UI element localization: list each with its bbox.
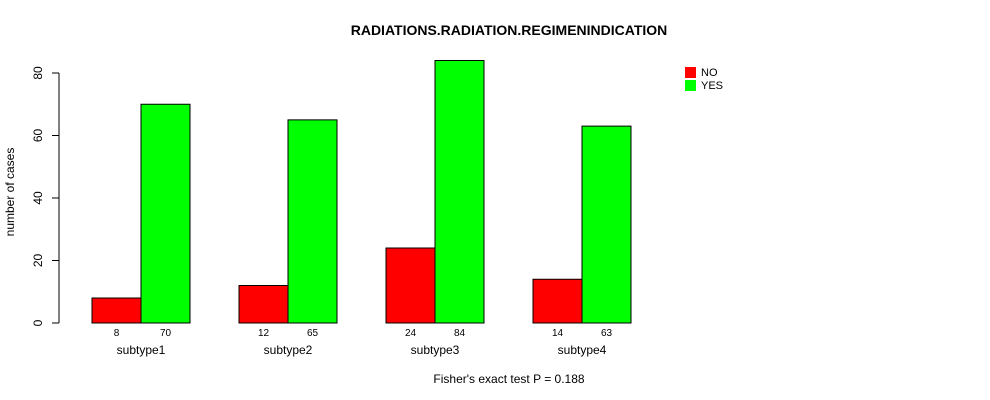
x-category-label: subtype1	[117, 343, 166, 357]
x-category-label: subtype4	[558, 343, 607, 357]
legend-swatch-yes	[685, 80, 696, 91]
x-category-label: subtype3	[411, 343, 460, 357]
y-axis: 0 20 40 60 80	[31, 66, 60, 326]
bar-value-label: 14	[552, 328, 564, 339]
bar-yes-subtype3	[434, 60, 485, 324]
bar-value-label: 63	[601, 328, 613, 339]
bar-value-label: 8	[114, 328, 120, 339]
y-tick-label: 80	[31, 66, 45, 80]
bar-value-label: 65	[307, 328, 319, 339]
bar-no-subtype4	[532, 278, 583, 324]
y-tick-label: 20	[31, 254, 45, 268]
y-tick-label: 40	[31, 191, 45, 205]
y-tick-label: 60	[31, 129, 45, 143]
bar-yes-subtype4	[581, 125, 632, 324]
bar-value-label: 12	[258, 328, 270, 339]
footnote: Fisher's exact test P = 0.188	[433, 372, 584, 386]
bar-no-subtype3	[385, 247, 436, 324]
x-category-label: subtype2	[264, 343, 313, 357]
bar-value-label: 70	[160, 328, 172, 339]
bar-yes-subtype1	[140, 103, 191, 324]
x-category-labels: subtype1 subtype2 subtype3 subtype4	[117, 343, 607, 357]
legend-label-no: NO	[701, 67, 718, 79]
bars-group	[91, 60, 632, 324]
y-axis-label: number of cases	[3, 148, 17, 237]
bar-value-label: 24	[405, 328, 417, 339]
bar-no-subtype2	[238, 285, 289, 324]
legend-swatch-no	[685, 67, 696, 78]
bar-value-label: 84	[454, 328, 466, 339]
bar-yes-subtype2	[287, 119, 338, 324]
chart-title: RADIATIONS.RADIATION.REGIMENINDICATION	[351, 22, 668, 38]
legend-label-yes: YES	[701, 80, 723, 92]
bar-value-labels: 8 70 12 65 24 84 14 63	[114, 328, 613, 339]
y-tick-label: 0	[31, 319, 45, 326]
bar-no-subtype1	[91, 297, 142, 324]
